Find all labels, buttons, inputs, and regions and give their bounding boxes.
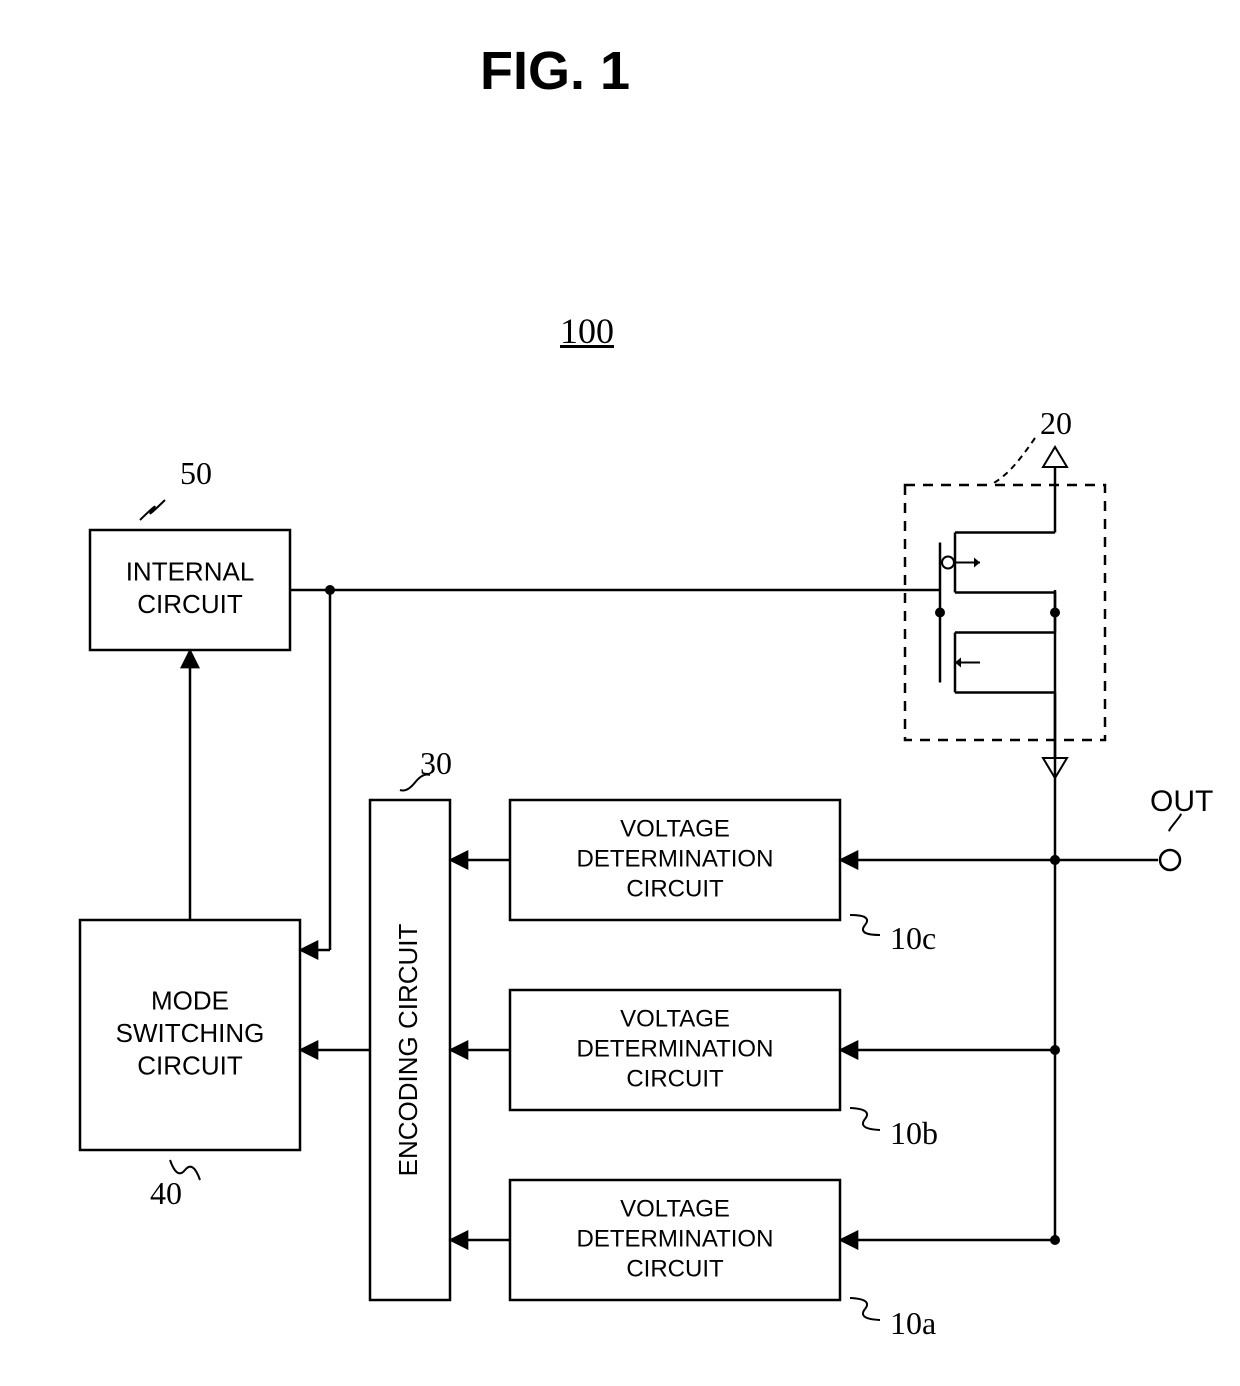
svg-text:DETERMINATION: DETERMINATION bbox=[577, 845, 774, 872]
figure-stage: FIG. 1 100 50 40 30 20 10c 10b 10a OUT I… bbox=[0, 0, 1240, 1386]
svg-text:VOLTAGE: VOLTAGE bbox=[620, 1005, 730, 1032]
ref-10c: 10c bbox=[890, 920, 936, 957]
figure-title: FIG. 1 bbox=[480, 40, 630, 102]
svg-text:SWITCHING: SWITCHING bbox=[116, 1018, 265, 1048]
block-diagram: INTERNALCIRCUITMODESWITCHINGCIRCUITENCOD… bbox=[0, 0, 1240, 1386]
svg-text:VOLTAGE: VOLTAGE bbox=[620, 815, 730, 842]
svg-text:VOLTAGE: VOLTAGE bbox=[620, 1195, 730, 1222]
svg-text:CIRCUIT: CIRCUIT bbox=[137, 589, 243, 619]
svg-text:DETERMINATION: DETERMINATION bbox=[577, 1035, 774, 1062]
out-label: OUT bbox=[1150, 785, 1213, 819]
system-ref: 100 bbox=[560, 310, 614, 352]
ref-40: 40 bbox=[150, 1175, 182, 1212]
svg-text:CIRCUIT: CIRCUIT bbox=[626, 1065, 724, 1092]
svg-text:CIRCUIT: CIRCUIT bbox=[137, 1050, 243, 1080]
ref-10b: 10b bbox=[890, 1115, 938, 1152]
ref-20: 20 bbox=[1040, 405, 1072, 442]
svg-text:INTERNAL: INTERNAL bbox=[126, 557, 255, 587]
ref-50: 50 bbox=[180, 455, 212, 492]
svg-text:MODE: MODE bbox=[151, 985, 229, 1015]
svg-text:CIRCUIT: CIRCUIT bbox=[626, 1255, 724, 1282]
svg-text:CIRCUIT: CIRCUIT bbox=[626, 875, 724, 902]
ref-10a: 10a bbox=[890, 1305, 936, 1342]
svg-text:ENCODING CIRCUIT: ENCODING CIRCUIT bbox=[393, 923, 423, 1176]
svg-text:DETERMINATION: DETERMINATION bbox=[577, 1225, 774, 1252]
ref-30: 30 bbox=[420, 745, 452, 782]
